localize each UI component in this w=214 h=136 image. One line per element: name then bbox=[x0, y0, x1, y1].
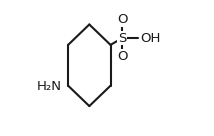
Text: S: S bbox=[118, 32, 126, 45]
Text: O: O bbox=[117, 50, 128, 63]
Text: OH: OH bbox=[140, 32, 160, 45]
Text: O: O bbox=[117, 13, 128, 26]
Text: H₂N: H₂N bbox=[37, 80, 62, 93]
